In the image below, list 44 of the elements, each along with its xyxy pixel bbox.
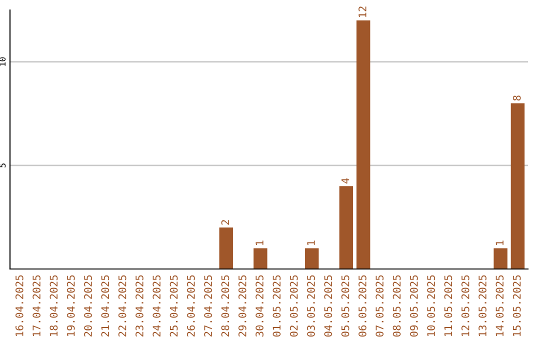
data-label: 1 [496, 240, 504, 245]
x-tick-label: 05.05.2025 [341, 275, 350, 337]
data-label: 8 [512, 96, 521, 100]
x-tick-label: 27.04.2025 [204, 275, 212, 336]
x-tick-label: 24.04.2025 [152, 275, 161, 336]
x-tick-label: 17.04.2025 [32, 275, 40, 336]
x-tick-label: 19.04.2025 [66, 275, 75, 336]
bar [305, 248, 319, 269]
x-tick-label: 26.04.2025 [186, 275, 195, 336]
x-tick-label: 08.05.2025 [392, 275, 401, 337]
x-tick-label: 03.05.2025 [307, 275, 315, 337]
data-label: 4 [341, 178, 350, 184]
bar [510, 103, 525, 269]
x-tick-label: 20.04.2025 [84, 275, 92, 336]
x-tick-label: 21.04.2025 [101, 275, 110, 336]
x-tick-label: 22.04.2025 [118, 275, 126, 336]
x-tick-label: 14.05.2025 [496, 275, 504, 336]
data-label: 12 [358, 6, 366, 18]
x-tick-label: 11.05.2025 [444, 275, 452, 336]
bar [494, 248, 508, 269]
x-tick-label: 04.05.2025 [324, 275, 332, 337]
bar [356, 20, 370, 269]
x-tick-label: 10.05.2025 [427, 275, 435, 336]
data-label: 1 [256, 240, 264, 245]
x-tick-label: 28.04.2025 [221, 275, 230, 336]
x-tick-label: 13.05.2025 [478, 275, 486, 336]
x-tick-label: 18.04.2025 [50, 275, 58, 336]
x-tick-label: 30.04.2025 [256, 275, 264, 337]
x-tick-label: 01.05.2025 [272, 275, 281, 337]
x-tick-label: 29.04.2025 [238, 275, 246, 336]
data-label: 2 [221, 220, 230, 225]
x-tick-label: 09.05.2025 [410, 275, 418, 337]
data-label: 1 [307, 240, 315, 245]
x-tick-label: 15.05.2025 [512, 275, 521, 336]
x-tick-label: 06.05.2025 [358, 275, 366, 337]
x-tick-label: 02.05.2025 [290, 275, 298, 337]
x-tick-label: 12.05.2025 [461, 275, 470, 336]
bar [219, 228, 233, 269]
bar [339, 186, 354, 269]
x-tick-label: 16.04.2025 [15, 275, 24, 336]
x-tick-label: 23.04.2025 [136, 275, 144, 336]
x-tick-label: 07.05.2025 [376, 275, 384, 337]
x-tick-label: 25.04.2025 [170, 275, 178, 336]
bar [254, 248, 268, 269]
